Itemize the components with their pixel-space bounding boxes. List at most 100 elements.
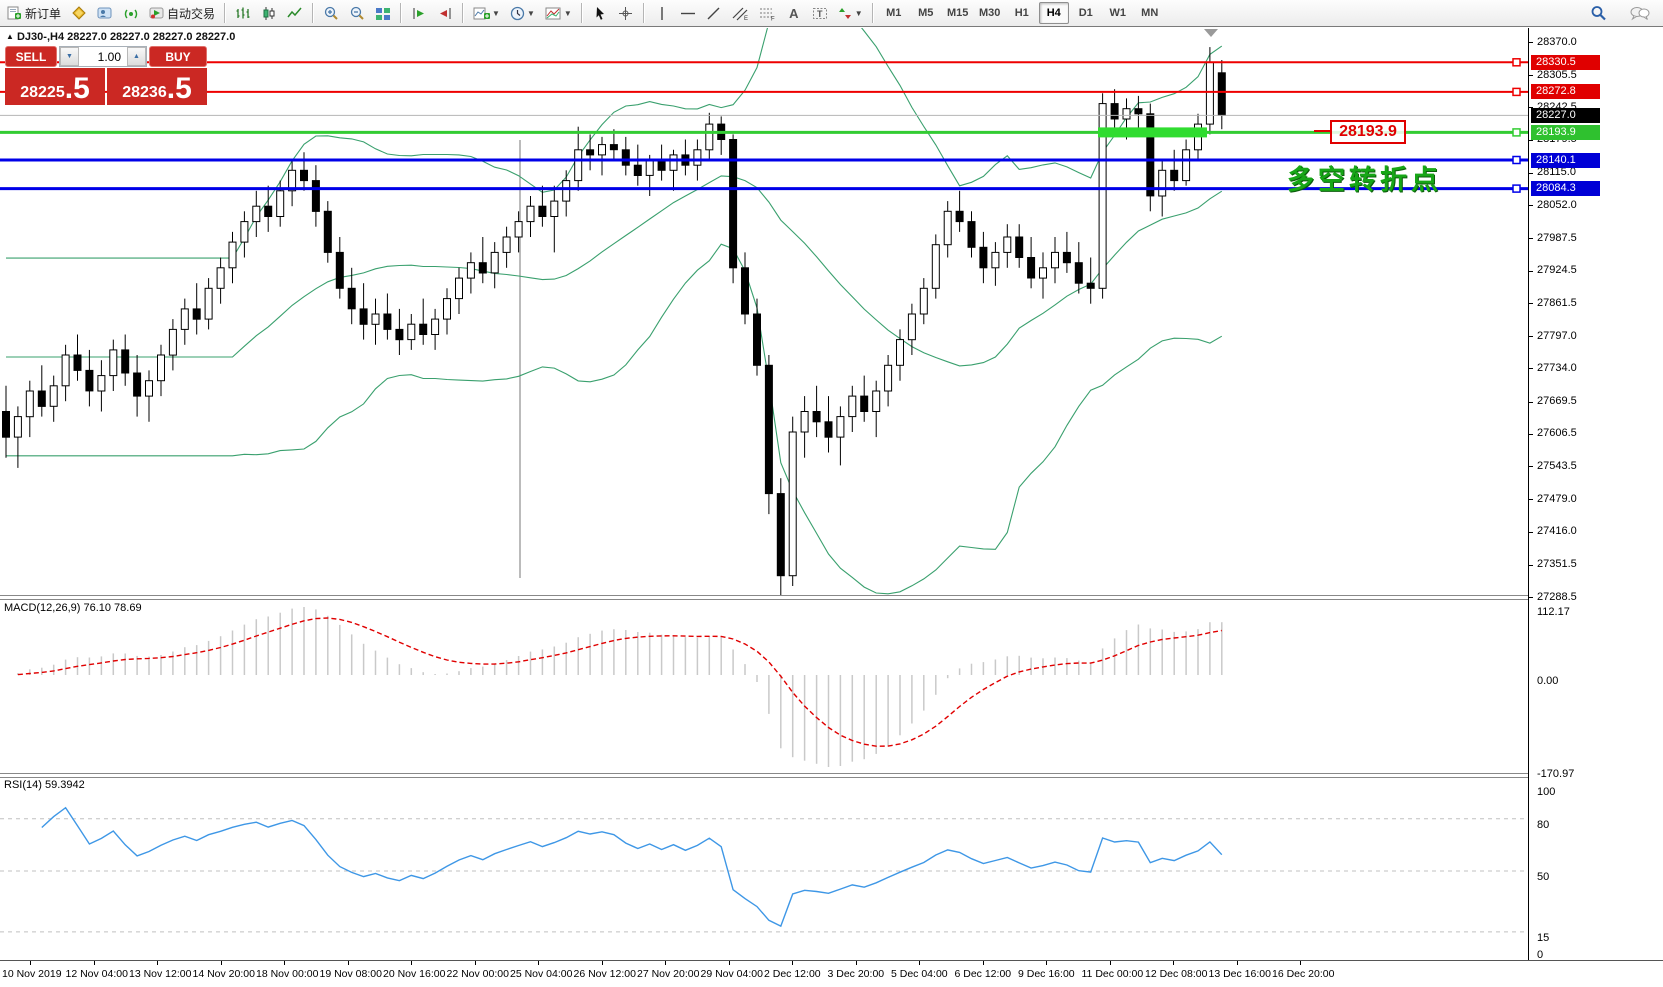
signals-button[interactable] — [119, 2, 143, 24]
timeframe-m1[interactable]: M1 — [886, 7, 902, 19]
price-tick-label: 28115.0 — [1537, 166, 1576, 179]
macd-axis-value: 112.17 — [1537, 606, 1570, 618]
line-handle[interactable] — [1512, 155, 1521, 165]
time-tick-label: 18 Nov 00:00 — [256, 968, 319, 980]
volume-input[interactable]: 1.00 — [97, 49, 121, 64]
sell-button[interactable]: SELL — [5, 46, 57, 67]
sell-price[interactable]: 28225.5 — [5, 68, 105, 105]
time-tick-label: 10 Nov 2019 — [2, 968, 62, 980]
price-callout-label[interactable]: 28193.9 — [1330, 120, 1406, 144]
line-handle[interactable] — [1512, 58, 1521, 67]
macd-indicator-panel[interactable]: MACD(12,26,9) 76.10 78.69 — [0, 600, 1528, 773]
zoom-in-button[interactable] — [319, 2, 343, 24]
line-handle[interactable] — [1512, 87, 1521, 97]
axis-tick — [284, 961, 285, 965]
signal-icon — [124, 9, 138, 19]
main-chart-canvas[interactable] — [0, 28, 1528, 600]
rsi-canvas[interactable] — [0, 777, 1528, 958]
buy-button[interactable]: BUY — [149, 46, 207, 67]
macd-histogram — [17, 607, 1223, 767]
crosshair-tool-button[interactable] — [614, 2, 638, 24]
volume-stepper[interactable]: ▼ 1.00 ▲ — [59, 46, 147, 67]
ohlc-bars-icon — [236, 7, 250, 18]
autotrading-button[interactable]: 自动交易 — [145, 2, 219, 24]
support-highlight-bar[interactable] — [1098, 127, 1207, 138]
arrow-objects-icon — [838, 7, 851, 19]
timeframe-m5[interactable]: M5 — [918, 7, 934, 19]
volume-increase-button[interactable]: ▲ — [127, 47, 146, 66]
axis-tick — [1529, 172, 1533, 174]
gold-diamond-icon — [72, 6, 86, 20]
time-tick-label: 13 Nov 12:00 — [129, 968, 192, 980]
chart-shift-marker[interactable] — [1204, 29, 1218, 37]
timeframe-h4[interactable]: H4 — [1038, 2, 1069, 24]
candlestick-series — [2, 47, 1226, 598]
time-tick-label: 13 Dec 16:00 — [1208, 968, 1271, 980]
axis-tick — [93, 961, 95, 965]
tile-windows-button[interactable] — [371, 2, 395, 24]
fibonacci-tool-button[interactable]: F — [755, 2, 780, 24]
search-button[interactable] — [1586, 2, 1611, 24]
market-watch-button[interactable] — [67, 2, 91, 24]
add-indicator-button[interactable]: ▼ — [469, 2, 504, 24]
macd-canvas[interactable] — [0, 600, 1528, 773]
axis-tick — [919, 961, 920, 965]
vertical-line-tool-button[interactable] — [650, 2, 674, 24]
candlestick-mode-button[interactable] — [257, 2, 281, 24]
panel-splitter[interactable] — [0, 773, 1663, 778]
text-tool-button[interactable]: A — [789, 5, 799, 21]
volume-decrease-button[interactable]: ▼ — [60, 47, 79, 66]
period-selector-button[interactable]: ▼ — [506, 2, 539, 24]
timeframe-m15[interactable]: M15 — [947, 7, 969, 19]
symbol-expand-icon[interactable]: ▲ — [6, 32, 14, 41]
timeframe-d1[interactable]: D1 — [1078, 7, 1093, 19]
turning-point-annotation[interactable]: 多空转折点 — [1287, 165, 1442, 195]
templates-button[interactable]: ▼ — [541, 2, 576, 24]
rsi-label: RSI(14) 59.3942 — [4, 779, 85, 791]
price-axis[interactable]: 28370.028305.528242.528179.528115.028052… — [1529, 28, 1663, 961]
auto-scroll-button[interactable] — [407, 2, 431, 24]
timeframe-w1[interactable]: W1 — [1109, 7, 1126, 19]
price-tick-label: 27606.5 — [1537, 427, 1577, 440]
axis-tick — [601, 961, 603, 965]
arrows-tool-button[interactable]: ▼ — [834, 2, 867, 24]
timeframe-bar: M1 M5 M15 M30 H1 H4 D1 W1 MN — [878, 2, 1166, 24]
axis-tick — [1529, 75, 1533, 77]
bollinger-bands — [6, 28, 1223, 595]
axis-tick — [30, 961, 31, 965]
time-tick-label: 29 Nov 04:00 — [700, 968, 763, 980]
new-order-button[interactable]: 新订单 — [3, 2, 65, 24]
horizontal-line-tool-button[interactable] — [676, 2, 700, 24]
cursor-tool-button[interactable] — [588, 2, 612, 24]
line-handle[interactable] — [1512, 184, 1521, 193]
main-price-chart[interactable]: ▲ DJ30-,H4 28227.0 28227.0 28227.0 28227… — [0, 28, 1528, 600]
channel-tool-button[interactable]: E — [728, 2, 753, 24]
text-label-tool-button[interactable]: T — [808, 2, 832, 24]
axis-tick — [1300, 961, 1301, 965]
time-axis[interactable]: 10 Nov 2019 12 Nov 04:00 13 Nov 12:00 14 No… — [0, 960, 1663, 987]
axis-tick — [157, 961, 158, 965]
timeframe-h1[interactable]: H1 — [1014, 7, 1029, 19]
timeframe-m30[interactable]: M30 — [979, 7, 1001, 19]
axis-tick — [665, 961, 666, 965]
dropdown-caret: ▼ — [854, 8, 863, 18]
chat-button[interactable] — [1626, 2, 1654, 24]
time-tick-label: 27 Nov 20:00 — [637, 968, 700, 980]
chart-shift-button[interactable] — [433, 2, 457, 24]
line-chart-mode-button[interactable] — [283, 2, 307, 24]
buy-price[interactable]: 28236.5 — [107, 68, 207, 105]
bar-chart-mode-button[interactable] — [231, 2, 255, 24]
timeframe-mn[interactable]: MN — [1141, 7, 1159, 19]
zoom-out-button[interactable] — [345, 2, 369, 24]
macd-signal-line — [17, 617, 1222, 747]
trendline-tool-button[interactable] — [702, 2, 726, 24]
panel-splitter[interactable] — [0, 595, 1663, 600]
svg-text:E: E — [744, 16, 748, 21]
time-tick-label: 12 Dec 08:00 — [1145, 968, 1208, 980]
rsi-indicator-panel[interactable]: RSI(14) 59.3942 — [0, 777, 1528, 958]
line-handle[interactable] — [1512, 128, 1521, 137]
accounts-button[interactable] — [93, 2, 117, 24]
rsi-levels — [0, 818, 1528, 933]
cursor-icon — [596, 6, 604, 20]
